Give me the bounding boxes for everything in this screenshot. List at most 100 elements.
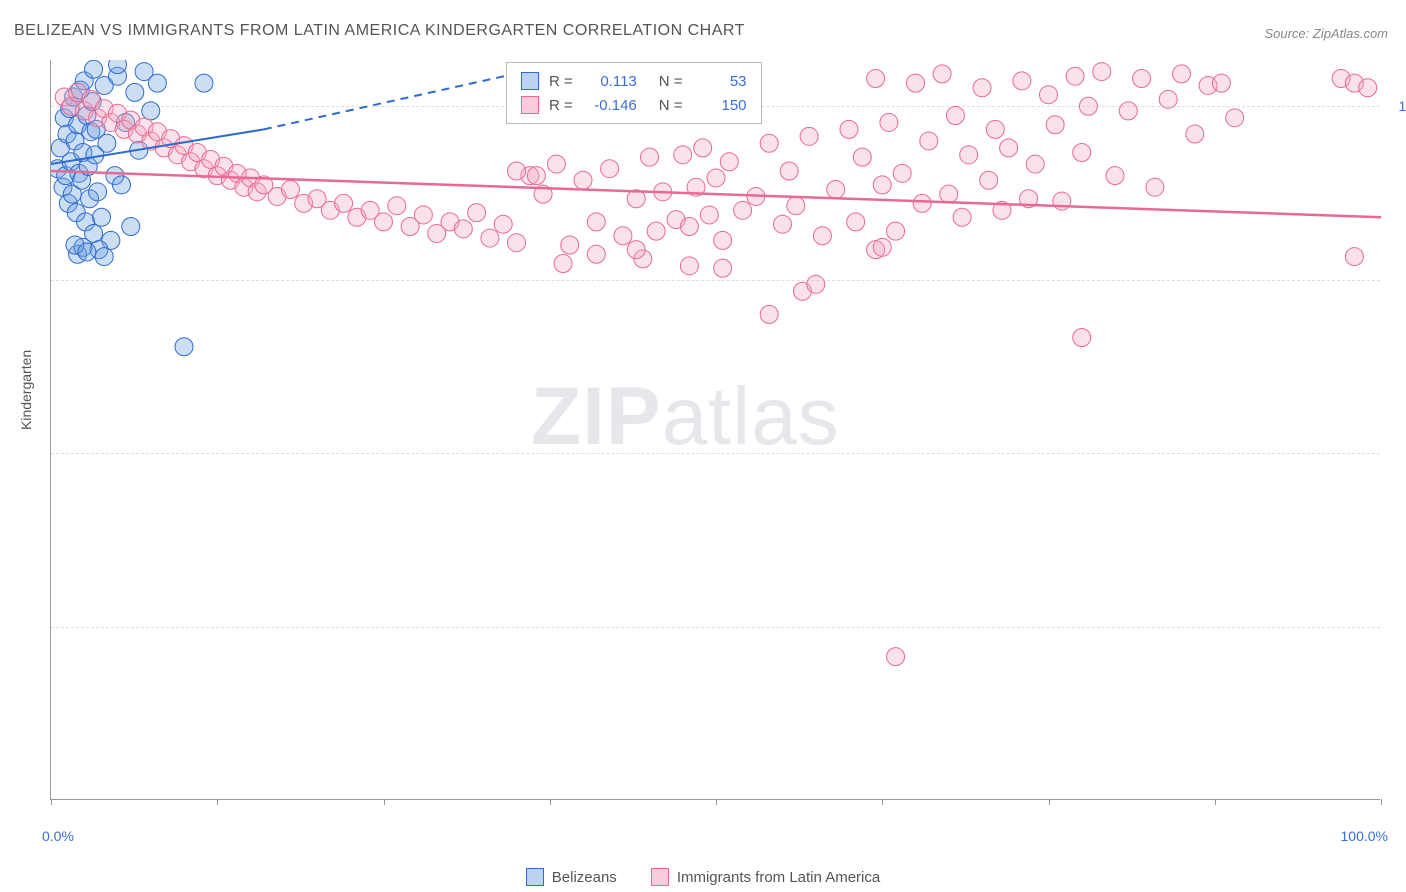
data-point [1073,144,1091,162]
data-point [112,176,130,194]
data-point [893,164,911,182]
data-point [913,194,931,212]
legend-label: Immigrants from Latin America [677,869,880,886]
data-point [601,160,619,178]
data-point [1212,74,1230,92]
data-point [867,70,885,88]
data-point [1013,72,1031,90]
data-point [1000,139,1018,157]
x-tick [550,799,551,805]
r-label: R = [549,73,573,90]
data-point [1173,65,1191,83]
data-point [694,139,712,157]
data-point [933,65,951,83]
data-point [527,167,545,185]
legend-swatch [526,868,544,886]
data-point [674,146,692,164]
data-point [880,113,898,131]
data-point [734,201,752,219]
data-point [175,338,193,356]
data-point [946,107,964,125]
x-tick [1215,799,1216,805]
x-tick [1381,799,1382,805]
data-point [614,227,632,245]
data-point [680,257,698,275]
data-point [388,197,406,215]
data-point [508,162,526,180]
data-point [335,194,353,212]
data-point [960,146,978,164]
data-point [774,215,792,233]
data-point [1079,97,1097,115]
series-legend: Belizeans Immigrants from Latin America [0,868,1406,886]
data-point [840,120,858,138]
data-point [714,259,732,277]
y-axis-label: Kindergarten [18,350,34,430]
data-point [940,185,958,203]
x-min-label: 0.0% [42,828,74,844]
legend-swatch [521,96,539,114]
y-tick-label: 100.0% [1386,98,1406,114]
x-tick [51,799,52,805]
data-point [1040,86,1058,104]
data-point [494,215,512,233]
data-point [122,218,140,236]
data-point [414,206,432,224]
data-point [986,120,1004,138]
data-point [873,176,891,194]
data-point [547,155,565,173]
data-point [1093,63,1111,81]
data-point [680,218,698,236]
data-point [554,255,572,273]
data-point [148,74,166,92]
x-tick [1049,799,1050,805]
data-point [481,229,499,247]
data-point [873,238,891,256]
n-label: N = [659,73,683,90]
data-point [574,171,592,189]
source-label: Source: ZipAtlas.com [1264,26,1388,41]
plot-area: 77.5%85.0%92.5%100.0% ZIPatlas R =0.113N… [50,60,1380,800]
data-point [1133,70,1151,88]
x-tick [882,799,883,805]
x-max-label: 100.0% [1341,828,1388,844]
x-tick [384,799,385,805]
data-point [1186,125,1204,143]
data-point [813,227,831,245]
x-tick [716,799,717,805]
data-point [281,181,299,199]
n-value: 53 [693,73,747,90]
data-point [126,83,144,101]
y-tick-label: 92.5% [1386,272,1406,288]
legend-swatch [521,72,539,90]
data-point [109,60,127,74]
r-value: -0.146 [583,97,637,114]
data-point [375,213,393,231]
data-point [907,74,925,92]
data-point [760,134,778,152]
data-point [707,169,725,187]
data-point [78,243,96,261]
data-point [1066,67,1084,85]
data-point [1359,79,1377,97]
y-tick-label: 77.5% [1386,619,1406,635]
data-point [195,74,213,92]
legend-swatch [651,868,669,886]
data-point [887,648,905,666]
n-value: 150 [693,97,747,114]
data-point [714,231,732,249]
data-point [887,222,905,240]
legend-item: Belizeans [526,868,617,886]
data-point [1026,155,1044,173]
data-point [760,305,778,323]
data-point [647,222,665,240]
data-point [827,181,845,199]
data-point [800,127,818,145]
data-point [853,148,871,166]
data-point [641,148,659,166]
r-value: 0.113 [583,73,637,90]
data-point [587,213,605,231]
data-point [920,132,938,150]
data-point [454,220,472,238]
y-tick-label: 85.0% [1386,445,1406,461]
